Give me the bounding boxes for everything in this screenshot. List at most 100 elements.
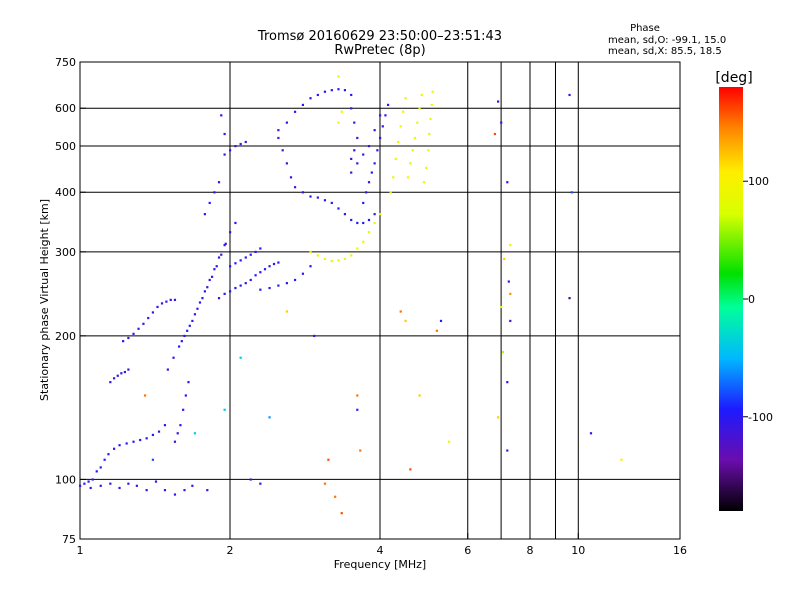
data-point: [373, 162, 376, 165]
data-point: [223, 408, 226, 411]
data-point: [234, 144, 237, 148]
data-point: [198, 301, 202, 304]
data-point: [301, 103, 305, 107]
data-point: [343, 89, 347, 92]
data-point: [125, 442, 128, 445]
data-point: [431, 90, 434, 93]
data-point: [223, 153, 226, 156]
data-point: [370, 171, 373, 174]
data-point: [350, 171, 353, 174]
data-point: [263, 268, 267, 271]
data-point: [234, 286, 237, 290]
data-point: [356, 408, 359, 411]
data-point: [239, 142, 242, 146]
data-point: [145, 437, 148, 440]
data-point: [373, 129, 376, 132]
x-tick-label: 8: [527, 544, 534, 557]
data-point: [83, 482, 86, 485]
data-point: [259, 271, 262, 274]
data-point: [343, 213, 347, 216]
data-point: [229, 265, 232, 268]
data-point: [183, 489, 186, 492]
data-point: [402, 110, 405, 113]
data-point: [413, 136, 417, 140]
data-point: [122, 340, 125, 343]
data-point: [316, 196, 319, 199]
data-point: [220, 253, 223, 256]
data-point: [411, 149, 414, 152]
data-point: [418, 107, 421, 110]
data-point: [172, 356, 175, 359]
data-point: [340, 512, 343, 515]
data-point: [127, 368, 130, 371]
data-point: [154, 480, 158, 483]
data-point: [188, 324, 191, 327]
data-point: [177, 345, 181, 348]
data-point: [356, 221, 359, 225]
data-point: [330, 89, 333, 92]
data-point: [213, 268, 216, 271]
data-point: [313, 334, 316, 338]
data-point: [293, 110, 297, 113]
data-point: [166, 368, 169, 371]
data-point: [350, 107, 353, 110]
data-point: [132, 332, 135, 335]
data-point: [239, 259, 242, 262]
data-point: [409, 162, 412, 165]
data-point: [350, 254, 353, 257]
data-point: [139, 438, 142, 442]
data-point: [147, 316, 150, 320]
data-point: [330, 259, 333, 263]
data-point: [293, 186, 297, 189]
data-point: [193, 432, 197, 435]
data-point: [373, 213, 376, 216]
data-point: [268, 286, 271, 290]
data-point: [239, 356, 242, 359]
data-point: [249, 253, 252, 256]
data-point: [229, 231, 232, 234]
data-point: [439, 319, 443, 323]
data-point: [254, 274, 257, 277]
data-point: [568, 297, 571, 300]
data-point: [191, 484, 194, 487]
data-point: [427, 149, 430, 152]
data-point: [422, 181, 426, 184]
y-axis-label: Stationary phase Virtual Height [km]: [38, 199, 51, 401]
phase-line-x: mean, sd,X: 85.5, 18.5: [608, 46, 722, 57]
data-point: [277, 284, 280, 287]
data-point: [135, 484, 138, 487]
data-point: [404, 319, 407, 323]
data-point: [156, 305, 159, 309]
data-point: [301, 191, 305, 194]
data-point: [285, 162, 288, 165]
data-point: [340, 110, 343, 113]
data-point: [301, 272, 305, 275]
data-point: [268, 265, 271, 268]
data-point: [430, 103, 433, 107]
data-point: [179, 424, 182, 427]
data-point: [337, 88, 340, 91]
data-point: [281, 149, 284, 152]
data-point: [376, 149, 379, 152]
data-point: [397, 140, 400, 144]
data-point: [249, 278, 252, 282]
data-point: [254, 250, 257, 254]
data-point: [151, 433, 155, 437]
data-point: [356, 136, 359, 140]
data-point: [107, 453, 110, 456]
data-point: [169, 298, 172, 301]
data-point: [187, 381, 190, 384]
phase-heading: Phase: [630, 23, 660, 34]
data-point: [249, 478, 252, 481]
data-point: [379, 213, 382, 216]
data-point: [381, 125, 384, 128]
data-point: [501, 350, 504, 354]
data-point: [309, 195, 312, 198]
data-point: [362, 153, 365, 156]
data-point: [213, 191, 216, 194]
x-tick-label: 1: [77, 544, 84, 557]
data-point: [373, 221, 376, 225]
data-point: [277, 129, 280, 132]
chart-title: Tromsø 20160629 23:50:00–23:51:43: [257, 29, 502, 44]
